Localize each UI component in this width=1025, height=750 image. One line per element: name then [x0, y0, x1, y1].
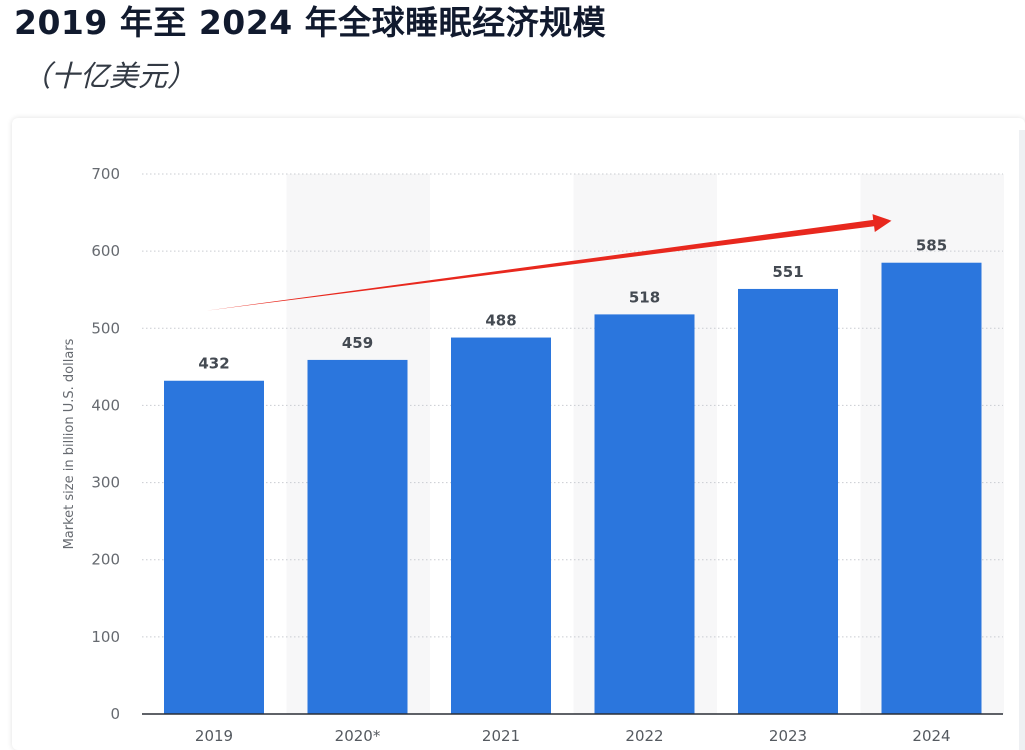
category-labels: 2019 2020* 2021 2022 2023 2024: [195, 727, 951, 745]
bar-2019: [164, 380, 264, 714]
category-label-2019: 2019: [195, 727, 233, 745]
y-tick-500: 500: [91, 319, 120, 337]
value-label-2024: 585: [916, 237, 947, 255]
sidebar-edge: [1019, 130, 1025, 750]
y-axis-label: Market size in billion U.S. dollars: [62, 338, 77, 549]
category-label-2024: 2024: [912, 727, 950, 745]
value-label-2021: 488: [485, 312, 516, 330]
y-tick-100: 100: [91, 628, 120, 646]
value-label-2022: 518: [629, 288, 660, 306]
y-tick-0: 0: [110, 705, 120, 723]
y-tick-600: 600: [91, 242, 120, 260]
category-label-2022: 2022: [625, 727, 663, 745]
category-label-2021: 2021: [482, 727, 520, 745]
bar-2024: [881, 262, 982, 714]
bar-2021: [451, 337, 551, 714]
y-tick-200: 200: [91, 551, 120, 569]
category-label-2020*: 2020*: [335, 727, 381, 745]
page-title: 2019 年至 2024 年全球睡眠经济规模: [14, 3, 607, 42]
bar-2022: [594, 314, 695, 714]
y-axis-ticks: 0 100 200 300 400 500 600 700: [91, 165, 120, 723]
value-label-2023: 551: [772, 263, 803, 281]
category-label-2023: 2023: [769, 727, 807, 745]
y-tick-300: 300: [91, 474, 120, 492]
gridlines: [142, 173, 1003, 638]
bars: [164, 262, 982, 714]
value-label-2020*: 459: [342, 334, 373, 352]
bar-2020*: [307, 359, 408, 714]
value-label-2019: 432: [198, 355, 229, 373]
page-subtitle: （十亿美元）: [22, 59, 197, 93]
bar-2023: [738, 288, 838, 714]
y-tick-400: 400: [91, 396, 120, 414]
value-labels: 432 459 488 518 551 585: [198, 237, 947, 373]
y-tick-700: 700: [91, 165, 120, 183]
